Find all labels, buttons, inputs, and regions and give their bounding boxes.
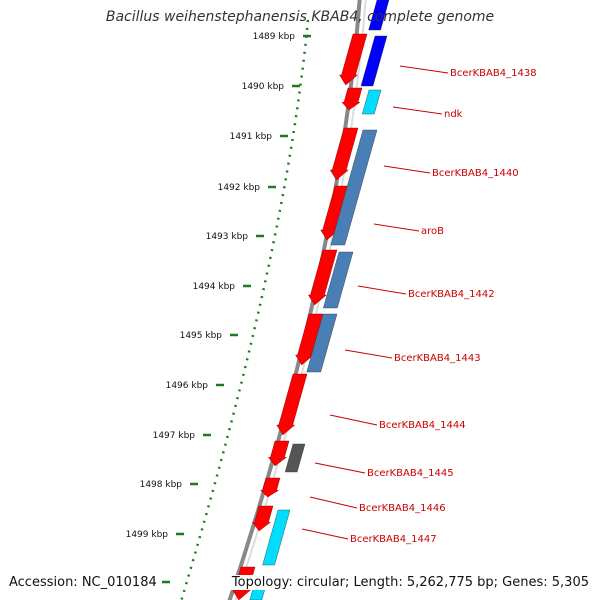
gene-label: BcerKBAB4_1447 <box>350 534 437 545</box>
forward-gene-arrow <box>252 505 274 532</box>
gene-label: ndk <box>444 109 463 120</box>
gene-label-leader <box>329 414 378 426</box>
gene-label-leader <box>301 528 349 540</box>
reverse-gene-feature <box>368 0 390 31</box>
gene-label: BcerKBAB4_1438 <box>450 68 537 79</box>
gene-label-leader <box>399 65 449 74</box>
kbp-scale-arc <box>180 19 310 600</box>
gene-label-leader <box>373 223 420 232</box>
reverse-gene-feature <box>330 129 378 246</box>
reverse-gene-feature <box>262 509 291 566</box>
accession-text: Accession: NC_010184 <box>7 575 159 590</box>
kbp-tick-label: 1493 kbp <box>206 232 249 242</box>
gene-label-leader <box>383 165 431 174</box>
kbp-tick-label: 1495 kbp <box>180 331 223 341</box>
gene-label: BcerKBAB4_1445 <box>367 468 454 479</box>
gene-label: BcerKBAB4_1444 <box>379 420 466 431</box>
reverse-gene-feature <box>323 251 354 309</box>
forward-gene-arrow <box>268 440 290 467</box>
forward-gene-arrow <box>276 373 308 436</box>
gene-label-leader <box>357 285 407 295</box>
kbp-tick-label: 1491 kbp <box>230 132 273 142</box>
kbp-tick-label: 1498 kbp <box>140 480 183 490</box>
kbp-tick-label: 1489 kbp <box>253 32 296 42</box>
forward-gene-arrow <box>341 87 363 111</box>
forward-gene-arrow <box>329 127 359 181</box>
backbone-outer <box>227 0 362 600</box>
forward-gene-arrow <box>308 249 338 306</box>
kbp-tick-label: 1497 kbp <box>153 431 196 441</box>
gene-label: BcerKBAB4_1440 <box>432 168 519 179</box>
kbp-tick-label: 1492 kbp <box>218 183 261 193</box>
kbp-tick-label: 1496 kbp <box>166 381 209 391</box>
topology-text: Topology: circular; Length: 5,262,775 bp… <box>229 575 591 590</box>
gene-label-leader <box>314 462 366 474</box>
kbp-tick-label: 1494 kbp <box>193 282 236 292</box>
gene-label: BcerKBAB4_1446 <box>359 503 446 514</box>
gene-label-leader <box>392 106 443 115</box>
gene-label: aroB <box>421 226 444 237</box>
gene-label-leader <box>309 496 358 509</box>
gene-label: BcerKBAB4_1442 <box>408 289 495 300</box>
gene-features <box>232 0 390 600</box>
gene-label-leader <box>344 349 393 359</box>
gene-label: BcerKBAB4_1443 <box>394 353 481 364</box>
forward-gene-arrow <box>260 477 281 498</box>
reverse-gene-feature <box>360 35 388 87</box>
reverse-gene-feature <box>284 443 306 473</box>
forward-gene-arrow <box>339 33 368 86</box>
reverse-gene-feature <box>362 89 382 115</box>
reverse-gene-feature <box>306 313 338 373</box>
kbp-tick-label: 1499 kbp <box>126 530 169 540</box>
map-title: Bacillus weihenstephanensis KBAB4, compl… <box>105 9 495 25</box>
kbp-tick-label: 1490 kbp <box>242 82 285 92</box>
